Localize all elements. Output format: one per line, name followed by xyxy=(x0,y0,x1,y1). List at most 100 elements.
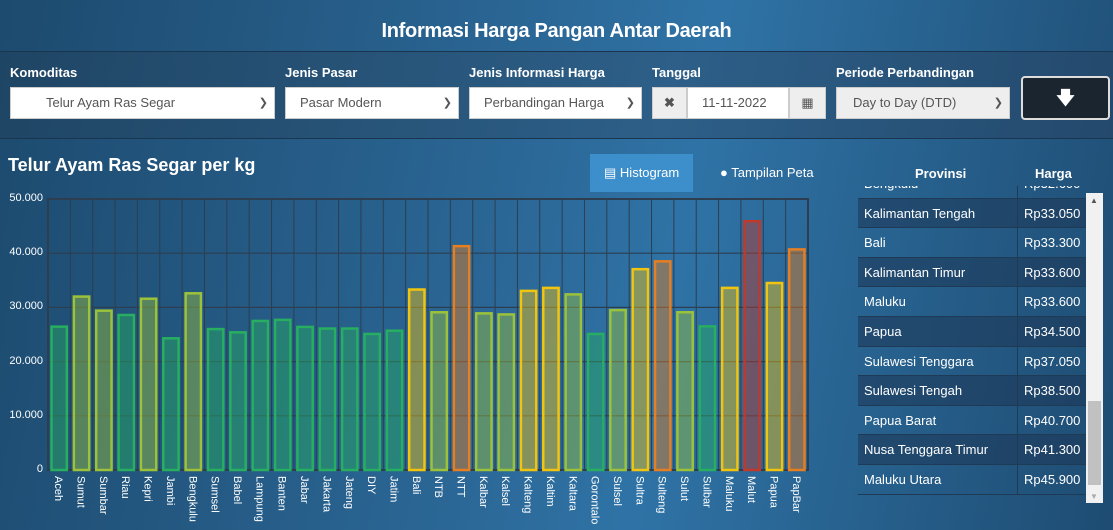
tanggal-input[interactable]: 11-11-2022 xyxy=(687,87,789,119)
table-scrollbar[interactable]: ▲ ▼ xyxy=(1086,193,1103,503)
x-tick-label: Jateng xyxy=(342,476,355,510)
chevron-down-icon: ❯ xyxy=(258,97,268,109)
x-tick-label: Sulsel xyxy=(611,476,623,506)
x-tick-label: NTB xyxy=(432,476,445,498)
jenis-info-select[interactable]: Perbandingan Harga ❯ xyxy=(469,87,642,119)
x-tick-label: Kalteng xyxy=(521,476,534,514)
bar-jateng[interactable] xyxy=(340,327,359,472)
price-cell: Rp32.600 xyxy=(1018,186,1086,198)
bar-jatim[interactable] xyxy=(385,329,404,472)
bar-malut[interactable] xyxy=(743,219,762,472)
y-tick-label: 20.000 xyxy=(9,354,43,367)
province-cell: Papua xyxy=(858,316,1018,346)
scrollbar-thumb[interactable] xyxy=(1088,401,1101,485)
x-tick-label: Papua xyxy=(767,476,780,508)
table-row: BengkuluRp32.600 xyxy=(858,186,1086,199)
chevron-down-icon: ❯ xyxy=(993,97,1003,109)
bar-kalteng[interactable] xyxy=(519,289,538,472)
x-tick-label: Gorontalo xyxy=(588,476,601,525)
bar-riau[interactable] xyxy=(117,313,136,472)
table-row: Maluku Rp33.600 xyxy=(858,287,1086,317)
tab-histogram[interactable]: ▤ Histogram xyxy=(590,154,694,192)
bar-bali[interactable] xyxy=(407,288,426,472)
bar-kaltara[interactable] xyxy=(564,293,583,472)
chevron-down-icon: ❯ xyxy=(625,97,635,109)
scroll-up-icon[interactable]: ▲ xyxy=(1090,196,1098,205)
bar-sulteng[interactable] xyxy=(653,260,672,472)
periode-select[interactable]: Day to Day (DTD) ❯ xyxy=(836,87,1010,119)
province-cell: Maluku Utara xyxy=(858,464,1018,494)
table-row: Papua Rp34.500 xyxy=(858,316,1086,347)
price-cell: Rp38.500 xyxy=(1024,383,1081,399)
bar-babel[interactable] xyxy=(229,331,247,472)
bar-ntt[interactable] xyxy=(452,244,471,472)
bar-kalbar[interactable] xyxy=(474,312,493,472)
x-tick-label: Kalsel xyxy=(499,476,512,506)
bar-gorontalo[interactable] xyxy=(586,332,605,472)
province-cell: Sulawesi Tengah xyxy=(858,376,1018,405)
table-row: Sulawesi Tengah Rp38.500 xyxy=(858,376,1086,406)
price-cell: Rp37.050 xyxy=(1024,353,1081,369)
bar-jabar[interactable] xyxy=(296,325,314,472)
price-cell: Rp33.050 xyxy=(1024,205,1081,221)
x-tick-label: Kaltara xyxy=(566,476,579,511)
bar-ntb[interactable] xyxy=(430,311,449,472)
download-button[interactable]: 🡇 xyxy=(1021,76,1110,120)
plot-frame xyxy=(47,198,809,471)
x-tick-label: Kalbar xyxy=(476,476,489,508)
clear-date-button[interactable]: ✖ xyxy=(652,87,687,119)
table-row: Kalimantan Tengah Rp33.050 xyxy=(858,198,1086,229)
bar-sulbar[interactable] xyxy=(698,325,717,472)
bar-sumsel[interactable] xyxy=(206,327,225,472)
bar-sultra[interactable] xyxy=(631,267,650,472)
tab-peta[interactable]: ● Tampilan Peta xyxy=(706,154,828,192)
jenis-pasar-select[interactable]: Pasar Modern ❯ xyxy=(285,87,459,119)
tab-histogram-label: Histogram xyxy=(619,165,680,180)
bar-bengkulu[interactable] xyxy=(184,292,203,472)
table-header-provinsi: Provinsi xyxy=(915,166,967,181)
arrow-down-icon: 🡇 xyxy=(1056,88,1075,108)
bar-aceh[interactable] xyxy=(50,325,69,472)
x-tick-label: DIY xyxy=(365,476,378,495)
bar-kalsel[interactable] xyxy=(497,313,516,472)
bar-diy[interactable] xyxy=(363,332,382,472)
tanggal-label: Tanggal xyxy=(652,65,701,80)
scroll-down-icon[interactable]: ▼ xyxy=(1090,492,1098,501)
komoditas-select[interactable]: Telur Ayam Ras Segar ❯ xyxy=(10,87,275,119)
komoditas-value: Telur Ayam Ras Segar xyxy=(46,95,176,110)
province-cell: Sulawesi Tenggara xyxy=(858,346,1018,376)
bar-sumut[interactable] xyxy=(72,295,91,472)
tab-peta-label: Tampilan Peta xyxy=(731,165,814,180)
chevron-down-icon: ❯ xyxy=(442,97,452,109)
bar-lampung[interactable] xyxy=(251,319,270,472)
calendar-icon: ▦ xyxy=(801,95,814,110)
close-icon: ✖ xyxy=(664,95,675,110)
bar-sulsel[interactable] xyxy=(609,308,627,472)
x-tick-label: Sulbar xyxy=(700,476,713,508)
table-row: Kalimantan Timur Rp33.600 xyxy=(858,257,1086,288)
bar-jambi[interactable] xyxy=(162,337,180,472)
price-cell: Rp34.500 xyxy=(1024,323,1081,339)
province-cell: Bengkulu xyxy=(858,186,1018,198)
bar-banten[interactable] xyxy=(273,318,292,472)
x-tick-label: Sumbar xyxy=(96,476,109,515)
x-tick-label: Jabar xyxy=(298,476,311,504)
page-title: Informasi Harga Pangan Antar Daerah xyxy=(381,20,732,42)
bar-papua[interactable] xyxy=(765,281,784,472)
bar-maluku[interactable] xyxy=(720,286,739,472)
bar-jakarta[interactable] xyxy=(318,327,337,472)
bar-sumbar[interactable] xyxy=(94,309,113,472)
jenis-info-value: Perbandingan Harga xyxy=(484,95,604,110)
price-cell: Rp33.600 xyxy=(1024,294,1081,310)
bar-sulut[interactable] xyxy=(676,311,694,472)
bar-chart-icon: ▤ xyxy=(604,165,617,180)
y-tick-label: 40.000 xyxy=(9,246,43,259)
bar-kepri[interactable] xyxy=(139,297,158,472)
bar-papbar[interactable] xyxy=(787,248,806,472)
bar-kaltim[interactable] xyxy=(542,286,560,472)
province-cell: Nusa Tenggara Timur xyxy=(858,435,1018,464)
calendar-button[interactable]: ▦ xyxy=(789,87,826,119)
table-header-harga: Harga xyxy=(1035,166,1072,181)
x-tick-label: Maluku xyxy=(722,476,735,512)
province-cell: Papua Barat xyxy=(858,405,1018,435)
